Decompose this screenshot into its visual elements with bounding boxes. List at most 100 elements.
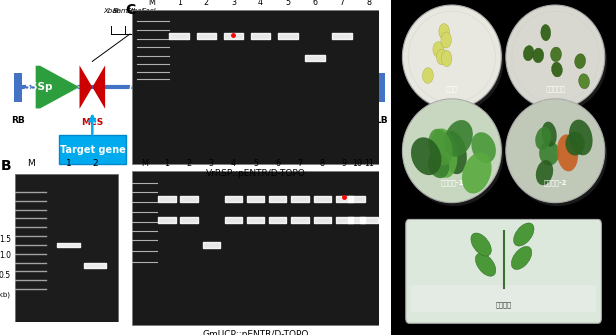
Polygon shape — [281, 65, 320, 109]
Ellipse shape — [533, 48, 544, 63]
Ellipse shape — [405, 8, 504, 112]
Ellipse shape — [569, 120, 593, 155]
Ellipse shape — [514, 223, 534, 246]
Text: 2: 2 — [92, 159, 98, 168]
Text: bar: bar — [230, 82, 249, 92]
Text: 4: 4 — [258, 0, 263, 7]
Text: 1.5: 1.5 — [0, 234, 10, 244]
Text: VrRSP::pENTR/D-TOPO: VrRSP::pENTR/D-TOPO — [206, 169, 306, 178]
Text: C: C — [125, 3, 136, 17]
FancyBboxPatch shape — [14, 73, 22, 102]
Text: 4: 4 — [231, 159, 236, 168]
Text: 신초유도-1: 신초유도-1 — [440, 179, 464, 186]
Ellipse shape — [441, 131, 467, 174]
Text: 35Sт: 35Sт — [267, 82, 295, 92]
Text: 9: 9 — [342, 159, 347, 168]
Ellipse shape — [462, 152, 492, 194]
Text: B: B — [1, 159, 11, 174]
Text: SacI: SacI — [142, 8, 156, 14]
Text: 1: 1 — [164, 159, 169, 168]
FancyBboxPatch shape — [391, 0, 616, 335]
Text: 7: 7 — [298, 159, 302, 168]
Text: 1: 1 — [66, 159, 71, 168]
Text: 7: 7 — [339, 0, 344, 7]
Ellipse shape — [551, 47, 561, 62]
Ellipse shape — [402, 99, 501, 203]
FancyBboxPatch shape — [377, 73, 386, 102]
Ellipse shape — [411, 137, 442, 175]
Ellipse shape — [430, 128, 458, 178]
Ellipse shape — [476, 253, 496, 276]
Text: GmUCP::pENTR/D-TOPO: GmUCP::pENTR/D-TOPO — [203, 330, 309, 335]
FancyBboxPatch shape — [15, 174, 118, 322]
Text: 10: 10 — [352, 159, 362, 168]
Ellipse shape — [441, 32, 452, 48]
Text: SmaI: SmaI — [128, 8, 145, 14]
Text: 11: 11 — [364, 159, 374, 168]
Text: 5: 5 — [253, 159, 258, 168]
Ellipse shape — [471, 132, 496, 163]
Text: 1.0: 1.0 — [0, 251, 10, 260]
Ellipse shape — [551, 62, 562, 77]
Text: RB: RB — [11, 116, 25, 125]
Text: 35Sp: 35Sp — [184, 82, 213, 92]
Text: BamHI: BamHI — [113, 8, 136, 14]
Ellipse shape — [557, 134, 578, 172]
Text: 8: 8 — [367, 0, 371, 7]
Text: 3: 3 — [209, 159, 214, 168]
Text: M: M — [148, 0, 156, 7]
Ellipse shape — [506, 99, 605, 203]
Polygon shape — [237, 65, 276, 109]
Text: LB: LB — [375, 116, 387, 125]
Ellipse shape — [536, 160, 553, 185]
Text: 1: 1 — [177, 0, 182, 7]
Ellipse shape — [575, 54, 586, 69]
Ellipse shape — [405, 102, 504, 206]
Ellipse shape — [402, 5, 501, 109]
Ellipse shape — [578, 74, 590, 89]
Ellipse shape — [439, 24, 450, 40]
Ellipse shape — [541, 122, 557, 147]
Text: 공배양일후: 공배양일후 — [545, 85, 565, 92]
Ellipse shape — [565, 132, 585, 155]
Ellipse shape — [508, 102, 607, 206]
Ellipse shape — [442, 50, 452, 67]
Text: D: D — [395, 0, 407, 14]
FancyBboxPatch shape — [132, 10, 379, 164]
FancyBboxPatch shape — [406, 219, 601, 323]
Ellipse shape — [437, 49, 447, 65]
Ellipse shape — [429, 129, 453, 165]
Text: 6: 6 — [275, 159, 280, 168]
Ellipse shape — [511, 246, 532, 270]
Text: 8: 8 — [320, 159, 325, 168]
Ellipse shape — [471, 233, 492, 256]
Polygon shape — [141, 65, 187, 109]
Ellipse shape — [524, 46, 534, 61]
Text: 신초신장: 신초신장 — [496, 302, 511, 308]
Text: 공배양: 공배양 — [446, 85, 458, 92]
Ellipse shape — [535, 127, 551, 150]
Ellipse shape — [506, 5, 605, 109]
Ellipse shape — [508, 8, 607, 112]
Text: 2: 2 — [187, 159, 192, 168]
Text: Target gene: Target gene — [60, 145, 126, 155]
Text: 3: 3 — [231, 0, 236, 7]
Ellipse shape — [541, 24, 551, 41]
Text: 6: 6 — [312, 0, 317, 7]
Text: 5: 5 — [285, 0, 290, 7]
Text: 35Sp: 35Sp — [23, 82, 52, 92]
Text: 2: 2 — [204, 0, 209, 7]
Polygon shape — [79, 65, 105, 109]
Polygon shape — [197, 65, 237, 109]
Ellipse shape — [423, 68, 433, 83]
Ellipse shape — [444, 120, 473, 156]
FancyBboxPatch shape — [59, 135, 126, 164]
Ellipse shape — [433, 42, 444, 57]
FancyBboxPatch shape — [132, 171, 379, 325]
Text: 0.5: 0.5 — [0, 271, 10, 280]
Text: 신초유도-2: 신초유도-2 — [543, 179, 567, 186]
Ellipse shape — [539, 141, 559, 165]
Text: (kb): (kb) — [0, 292, 10, 298]
Text: XbaI: XbaI — [103, 8, 119, 14]
Polygon shape — [35, 65, 80, 109]
